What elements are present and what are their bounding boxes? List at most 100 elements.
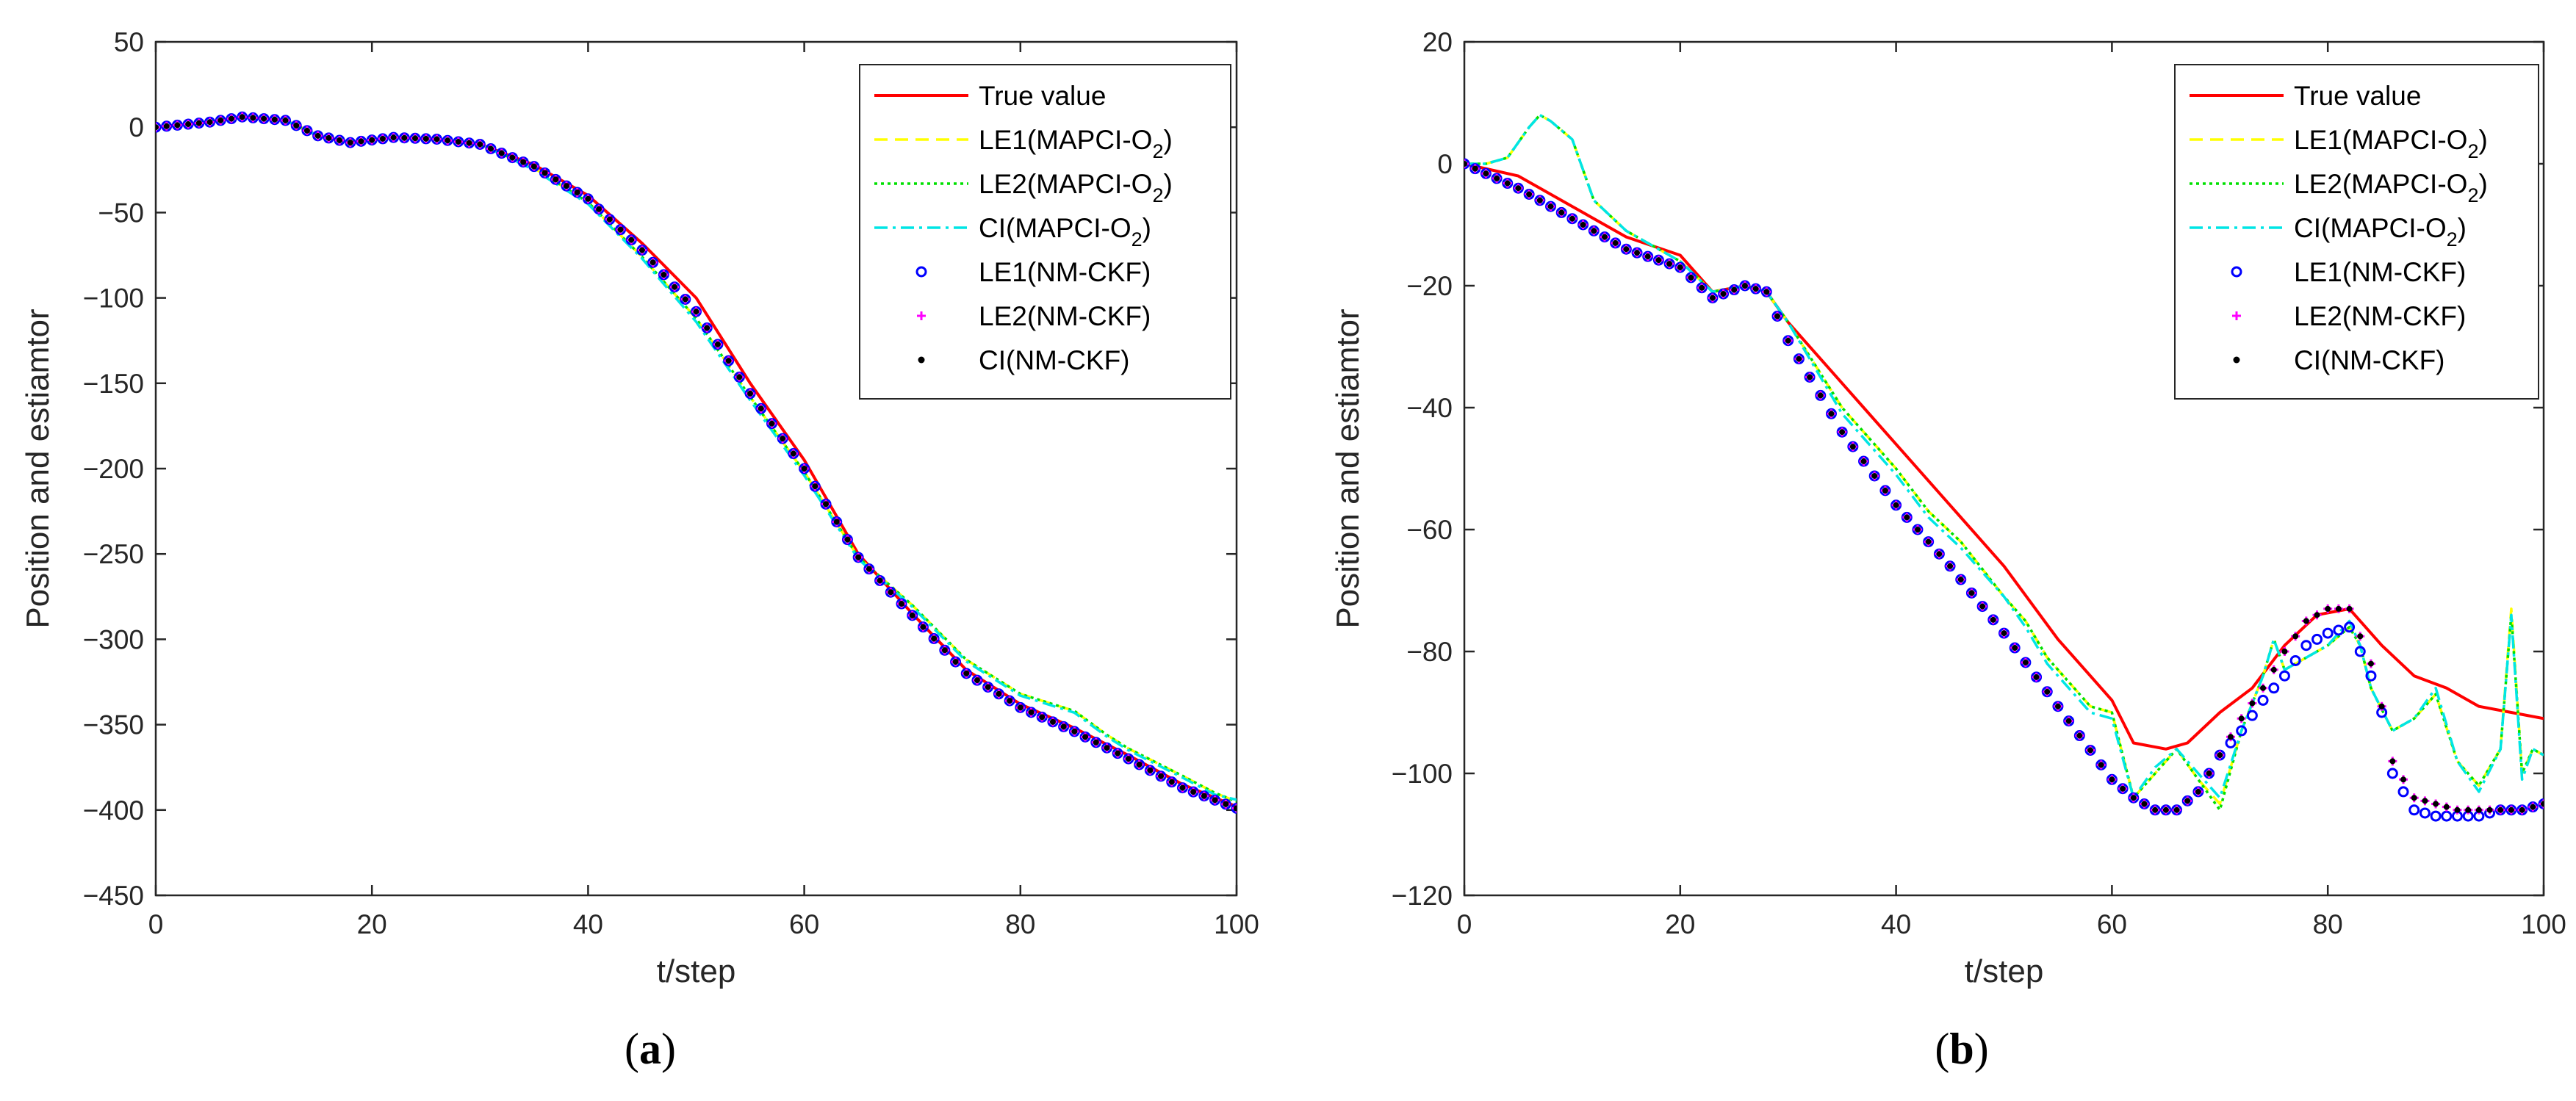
x-tick-label: 40 xyxy=(573,909,603,939)
marker-cin xyxy=(156,124,159,131)
legend-box xyxy=(859,64,1231,400)
y-tick-label: −100 xyxy=(83,284,144,314)
marker-cin xyxy=(1914,527,1921,533)
marker-cin xyxy=(628,237,635,243)
marker-cin xyxy=(1558,209,1565,216)
marker-cin xyxy=(401,134,408,141)
marker-le1n xyxy=(2333,624,2345,636)
marker-le1n xyxy=(2365,670,2377,682)
marker-cin xyxy=(2465,806,2472,813)
marker-cin xyxy=(488,145,494,152)
marker-cin xyxy=(888,589,894,596)
marker-cin xyxy=(1644,253,1651,260)
marker-cin xyxy=(2422,798,2428,804)
marker-cin xyxy=(898,601,904,607)
marker-cin xyxy=(736,374,743,380)
marker-cin xyxy=(963,670,970,676)
marker-le1n xyxy=(2278,670,2290,682)
marker-cin xyxy=(433,136,440,142)
marker-le1n xyxy=(2268,682,2280,694)
marker-cin xyxy=(1526,191,1533,198)
marker-cin xyxy=(2249,700,2256,707)
legend-label-cim: CI(MAPCI-O2) xyxy=(979,213,1151,250)
panel-b: 0 20 40 60 80 100 −120 −100 −80 −60 −40 −20 0 20 t/ste… xyxy=(1330,27,2566,989)
marker-cin xyxy=(1580,222,1586,228)
legend-swatch-le2n xyxy=(2232,311,2241,320)
marker-cin xyxy=(2508,806,2514,813)
marker-cin xyxy=(1515,185,1522,192)
marker-cin xyxy=(195,120,202,126)
marker-cin xyxy=(1634,250,1641,256)
marker-cin xyxy=(206,119,213,126)
marker-cin xyxy=(714,341,721,347)
marker-cin xyxy=(1763,289,1770,295)
marker-cin xyxy=(1612,239,1619,246)
y-tick-label: −20 xyxy=(1406,271,1453,301)
x-tick-label: 100 xyxy=(1214,909,1259,939)
marker-cin xyxy=(185,121,192,128)
marker-cin xyxy=(337,137,343,144)
legend: True value LE1(MAPCI-O2) LE2(MAPCI-O2) CI(M… xyxy=(2174,64,2539,400)
y-tick-label: −120 xyxy=(1392,881,1453,911)
marker-cin xyxy=(412,135,419,142)
marker-cin xyxy=(1785,337,1791,344)
marker-cin xyxy=(1125,756,1132,762)
legend-label-true: True value xyxy=(2294,81,2421,111)
marker-cin xyxy=(1082,734,1089,740)
legend-label-true: True value xyxy=(979,81,1106,111)
y-tick-label: −80 xyxy=(1406,637,1453,667)
marker-cin xyxy=(2411,795,2417,801)
marker-cin xyxy=(855,554,862,560)
y-tick-label: −60 xyxy=(1406,515,1453,545)
marker-cin xyxy=(1623,246,1630,253)
marker-cin xyxy=(2389,758,2396,765)
marker-cin xyxy=(445,137,451,144)
marker-cin xyxy=(553,176,559,183)
marker-cin xyxy=(2109,776,2115,783)
marker-cin xyxy=(1752,286,1759,292)
legend-label-cin: CI(NM-CKF) xyxy=(979,345,1130,375)
marker-cin xyxy=(314,132,321,139)
series-group xyxy=(1464,113,2544,822)
marker-cin xyxy=(1807,374,1813,380)
marker-cin xyxy=(790,450,796,457)
marker-cin xyxy=(228,115,234,122)
marker-cin xyxy=(1234,805,1237,812)
marker-cin xyxy=(2497,806,2504,813)
marker-cin xyxy=(2033,674,2040,680)
y-tick-label: 50 xyxy=(114,27,144,57)
marker-cin xyxy=(1104,745,1110,751)
marker-cin xyxy=(596,206,602,212)
series-group xyxy=(156,111,1237,814)
marker-cin xyxy=(941,647,948,654)
marker-cin xyxy=(2141,801,2148,807)
marker-cin xyxy=(1828,411,1835,417)
y-axis-label: Position and estiamtor xyxy=(20,308,56,628)
legend-label-le1m: LE1(MAPCI-O2) xyxy=(2294,125,2488,162)
y-tick-label: −200 xyxy=(83,454,144,484)
marker-cin xyxy=(1699,284,1705,291)
x-axis-label: t/step xyxy=(657,953,736,989)
y-tick-label: −350 xyxy=(83,710,144,740)
marker-cin xyxy=(866,566,872,572)
x-tick-label: 0 xyxy=(148,909,164,939)
marker-cin xyxy=(1968,590,1975,596)
marker-cin xyxy=(2378,703,2385,710)
marker-cin xyxy=(2130,795,2137,801)
marker-cin xyxy=(574,189,580,195)
marker-cin xyxy=(1947,563,1954,569)
marker-cin xyxy=(2065,718,2072,724)
legend-label-le2n: LE2(NM-CKF) xyxy=(2294,301,2466,331)
marker-cin xyxy=(1893,502,1899,508)
marker-cin xyxy=(1817,392,1824,399)
marker-cin xyxy=(1536,197,1543,203)
marker-cin xyxy=(1796,355,1802,362)
marker-cin xyxy=(606,216,613,223)
marker-cin xyxy=(2270,666,2277,673)
marker-cin xyxy=(1007,698,1013,704)
marker-cin xyxy=(174,122,181,129)
marker-cin xyxy=(877,577,883,584)
marker-cin xyxy=(239,114,245,120)
x-axis-label: t/step xyxy=(1965,953,2044,989)
marker-le1n xyxy=(2246,710,2258,721)
